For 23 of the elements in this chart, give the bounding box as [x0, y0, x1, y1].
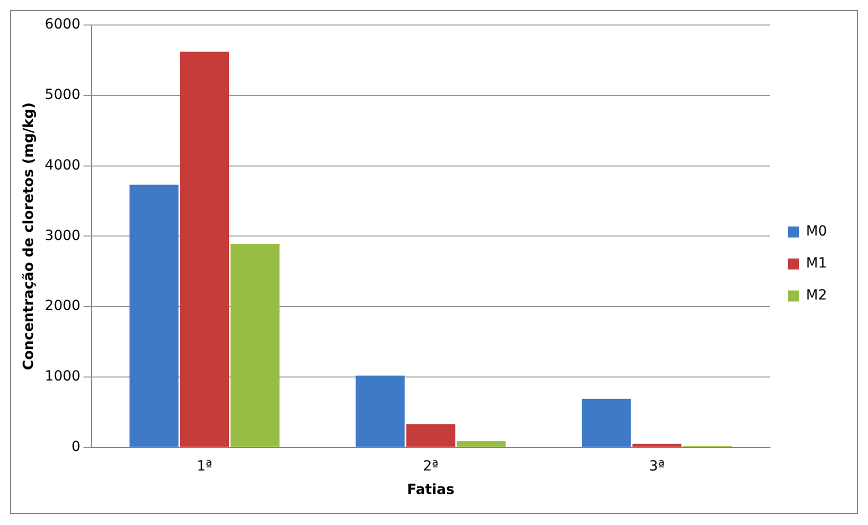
bar [582, 398, 631, 447]
y-tick-label: 1000 [44, 368, 80, 385]
y-tick-label: 4000 [44, 157, 80, 174]
bar [356, 376, 405, 447]
bar [130, 184, 179, 447]
x-axis-title: Fatias [406, 482, 454, 498]
y-tick-label: 3000 [44, 228, 80, 244]
x-tick-label: 1ª [196, 458, 212, 474]
y-tick-label: 5000 [44, 87, 80, 104]
legend-label: M0 [806, 224, 828, 240]
bar [406, 424, 456, 447]
bar [180, 52, 230, 447]
legend-label: M2 [806, 288, 828, 304]
legend-label: M1 [806, 256, 828, 272]
y-tick-label: 6000 [44, 16, 80, 33]
bar [632, 444, 682, 447]
y-tick-label: 0 [72, 439, 80, 456]
bar [230, 244, 280, 447]
y-axis-title: Concentração de cloretos (mg/kg) [21, 102, 38, 370]
x-tick-label: 2ª [422, 458, 438, 474]
x-tick-label: 3ª [649, 458, 665, 474]
bar [456, 441, 506, 447]
y-tick-label: 2000 [44, 298, 80, 314]
